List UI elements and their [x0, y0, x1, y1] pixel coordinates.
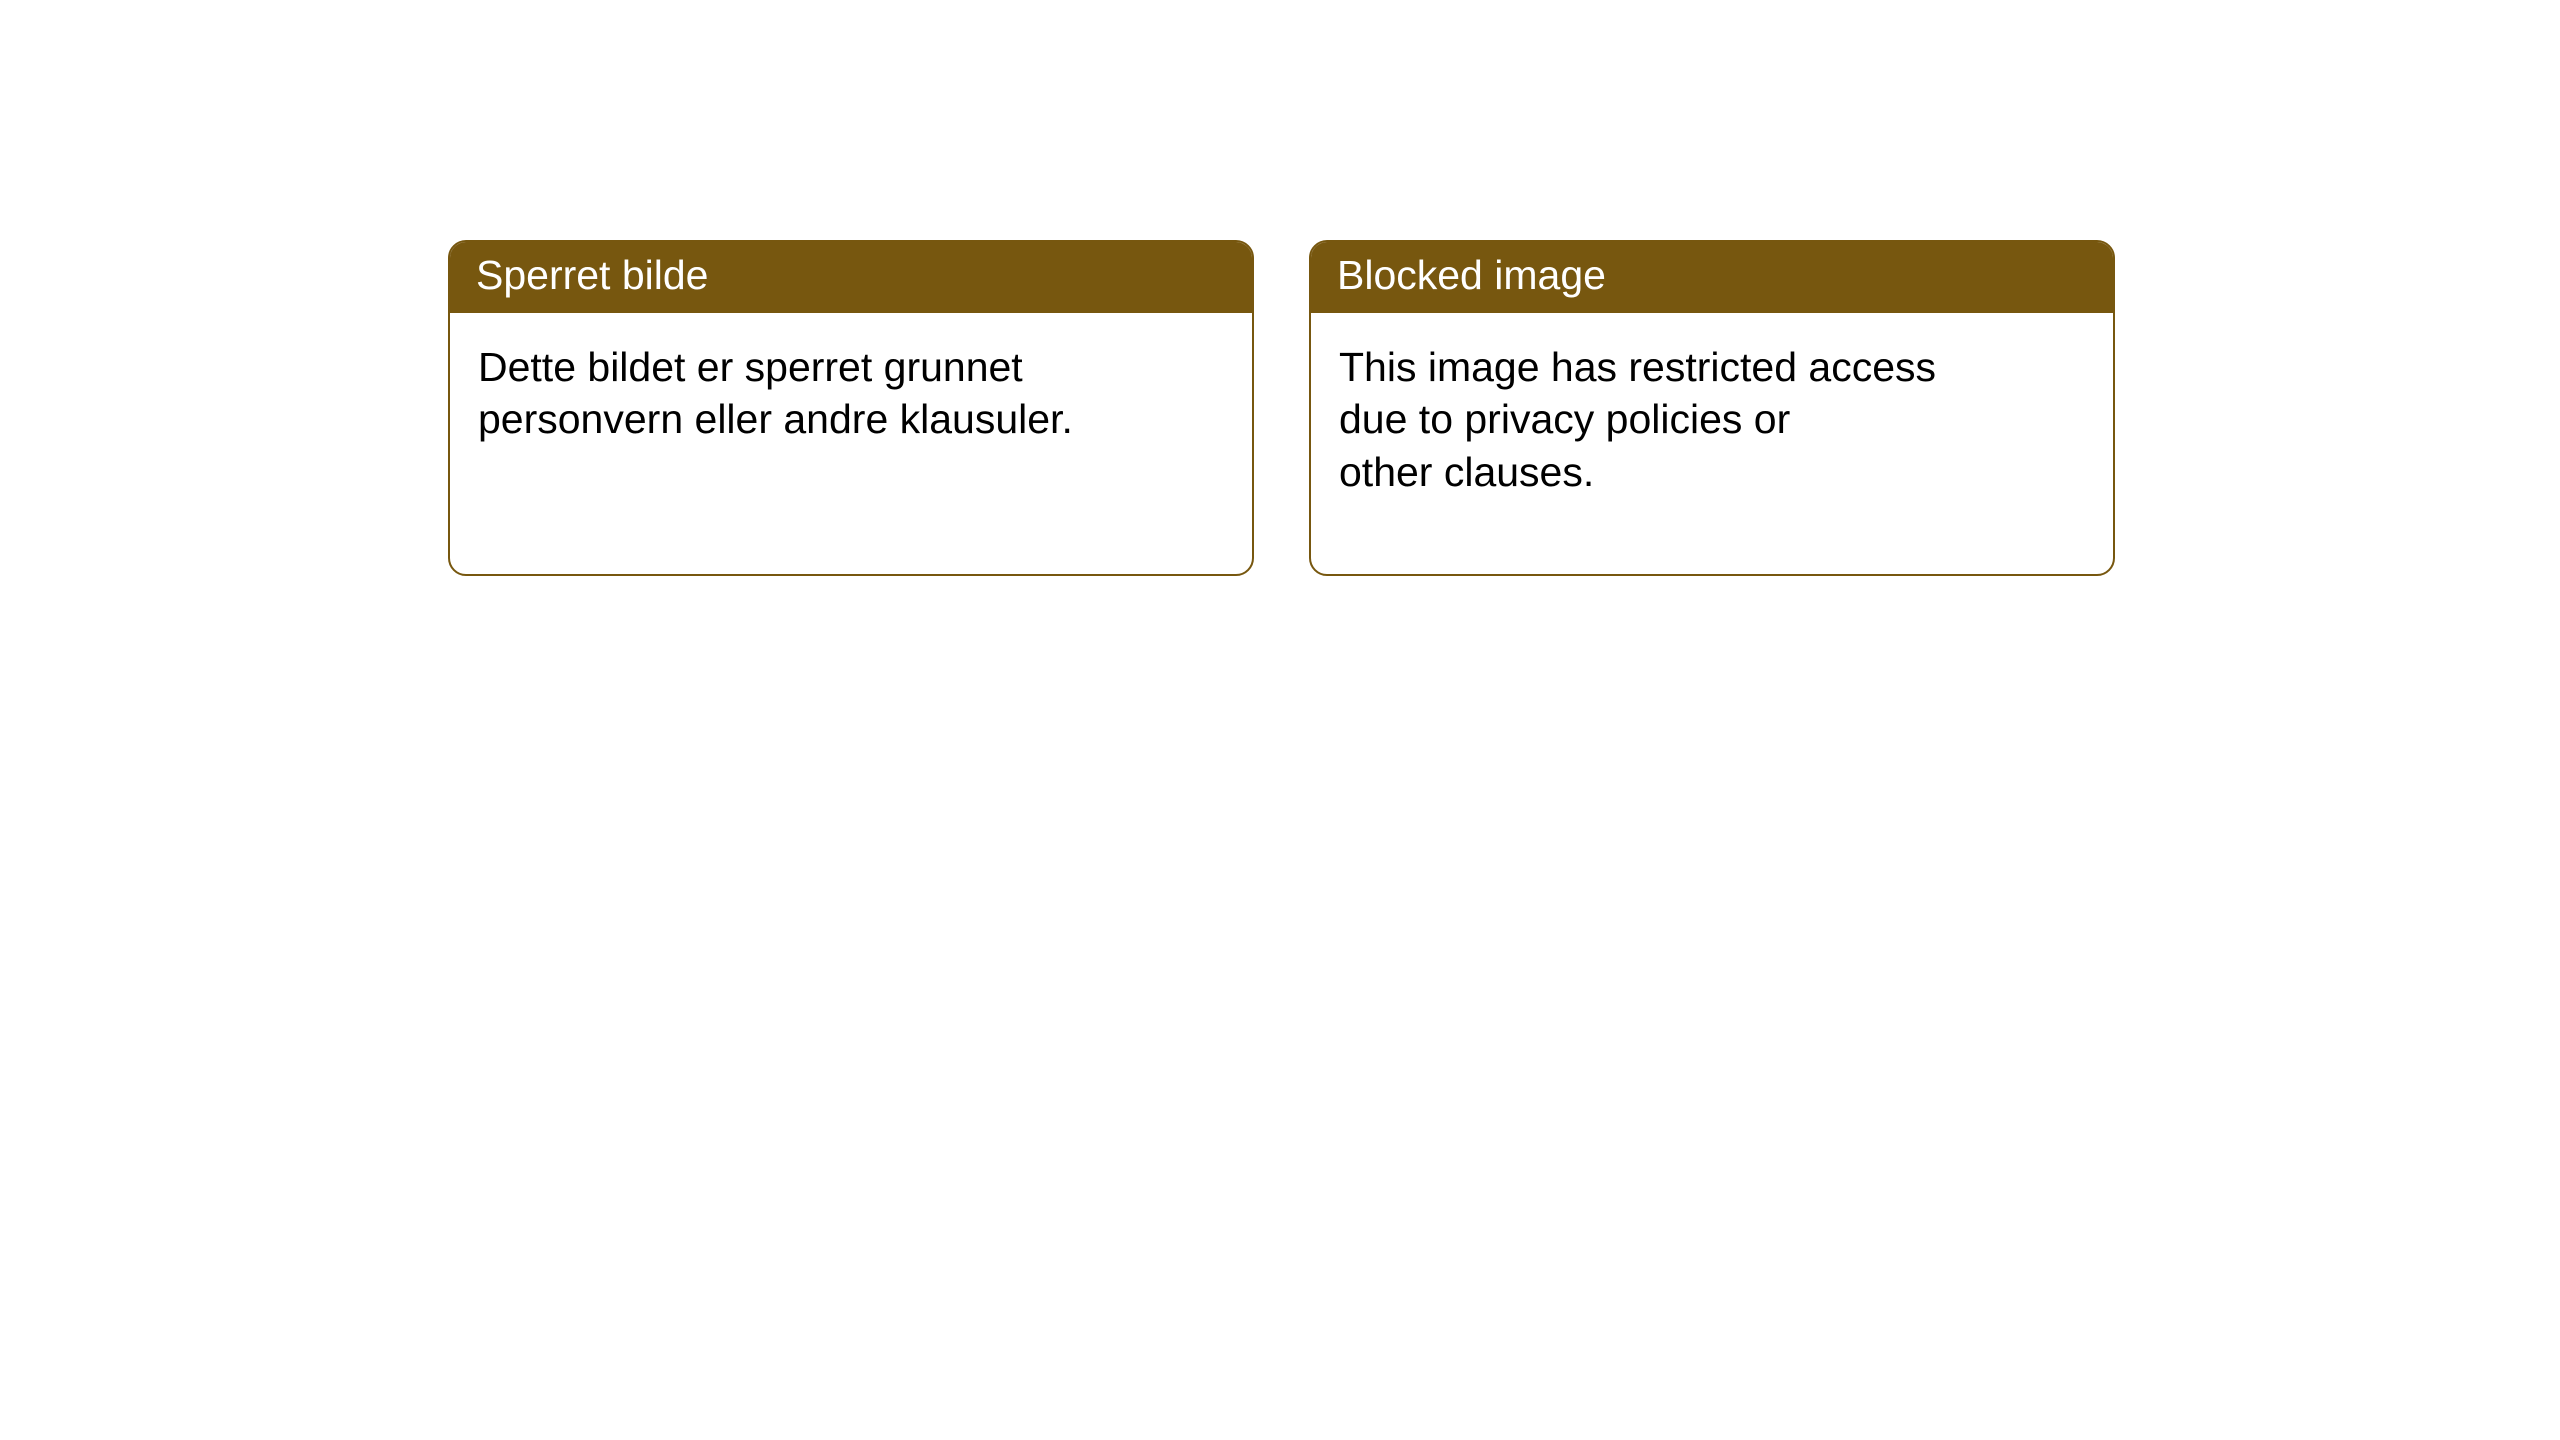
notice-card-en: Blocked image This image has restricted …	[1309, 240, 2115, 576]
notice-body: Dette bildet er sperret grunnet personve…	[450, 313, 1170, 466]
notice-card-no: Sperret bilde Dette bildet er sperret gr…	[448, 240, 1254, 576]
notice-body: This image has restricted access due to …	[1311, 313, 2031, 518]
notice-title: Blocked image	[1311, 242, 2113, 313]
notice-container: Sperret bilde Dette bildet er sperret gr…	[0, 0, 2560, 576]
notice-title: Sperret bilde	[450, 242, 1252, 313]
